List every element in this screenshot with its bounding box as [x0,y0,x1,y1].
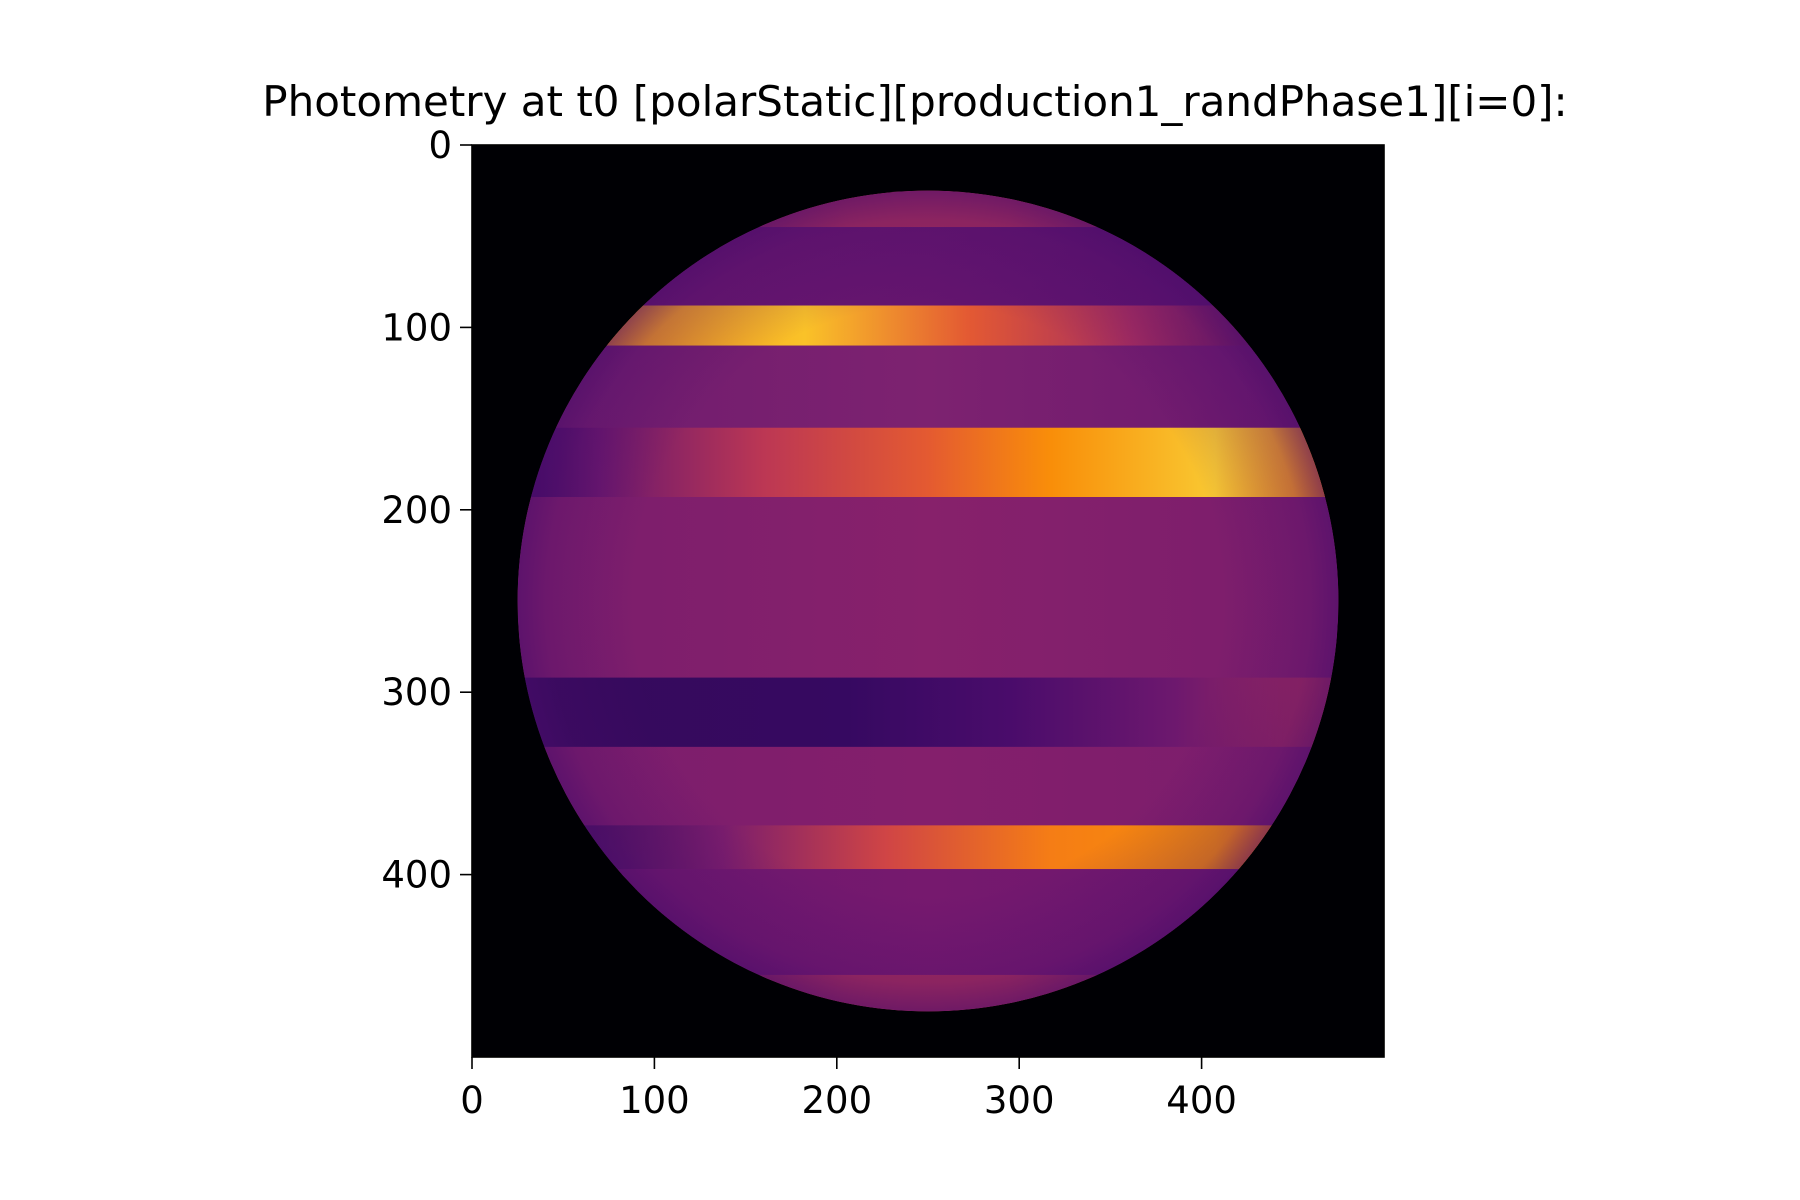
y-tick-label: 200 [381,489,452,532]
plot-area [471,144,1385,1058]
x-tick-label: 400 [1166,1079,1237,1122]
y-axis: 0 100 200 300 400 [381,124,472,897]
planet-disk [517,190,1339,1012]
chart-title: Photometry at t0 [polarStatic][productio… [262,77,1567,126]
y-tick-label: 400 [381,854,452,897]
x-axis: 0 100 200 300 400 [460,1057,1237,1122]
y-tick-label: 100 [381,306,452,349]
x-tick-label: 100 [619,1079,690,1122]
limb-darkening [517,190,1339,1012]
y-tick-label: 0 [428,124,452,167]
axes-frame [471,144,1385,1058]
x-tick-label: 200 [801,1079,872,1122]
x-tick-label: 0 [460,1079,484,1122]
x-tick-label: 300 [984,1079,1055,1122]
y-tick-label: 300 [381,671,452,714]
